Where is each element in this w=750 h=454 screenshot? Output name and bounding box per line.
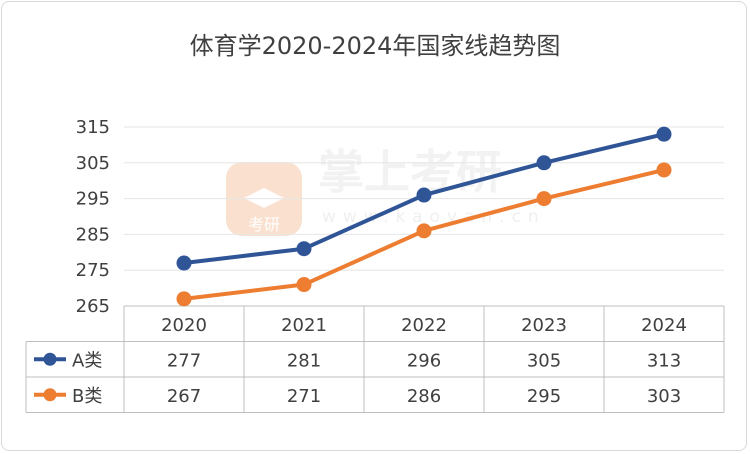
data-point xyxy=(296,277,312,293)
data-table: 2020 2021 2022 2023 2024 A类 277 281 296 305 313 B类 2… xyxy=(25,305,725,413)
y-tick-label: 305 xyxy=(76,153,110,174)
watermark-url: www.kaoyan.cn xyxy=(322,207,546,227)
data-point xyxy=(176,291,192,307)
x-tick-label: 2021 xyxy=(281,315,327,336)
data-table-value: 271 xyxy=(287,386,321,407)
data-table-value: 313 xyxy=(647,350,681,371)
data-table-value: 296 xyxy=(407,350,441,371)
data-point xyxy=(536,191,552,207)
data-table-value: 303 xyxy=(647,386,681,407)
legend-key-marker xyxy=(43,352,57,366)
data-table-value: 295 xyxy=(527,386,561,407)
x-tick-label: 2020 xyxy=(161,315,207,336)
data-point xyxy=(656,126,672,142)
y-tick-label: 285 xyxy=(76,224,110,245)
data-point xyxy=(176,255,192,271)
series-layer xyxy=(176,126,672,307)
watermark-logo-label: 考研 xyxy=(248,215,280,234)
data-table-value: 286 xyxy=(407,386,441,407)
data-point xyxy=(656,162,672,178)
y-tick-label: 265 xyxy=(76,296,110,317)
data-point xyxy=(296,241,312,257)
data-point xyxy=(416,223,432,239)
x-tick-label: 2023 xyxy=(521,315,567,336)
y-tick-label: 315 xyxy=(76,117,110,138)
x-tick-label: 2024 xyxy=(641,315,687,336)
chart-title: 体育学2020-2024年国家线趋势图 xyxy=(189,32,561,60)
x-tick-label: 2022 xyxy=(401,315,447,336)
watermark: 考研 掌上考研 www.kaoyan.cn xyxy=(226,145,546,236)
watermark-text: 掌上考研 xyxy=(318,145,502,199)
data-point xyxy=(536,155,552,171)
data-table-value: 277 xyxy=(167,350,201,371)
legend-label: A类 xyxy=(72,350,102,371)
data-table-value: 281 xyxy=(287,350,321,371)
data-table-value: 305 xyxy=(527,350,561,371)
legend-label: B类 xyxy=(72,386,102,407)
data-point xyxy=(416,187,432,203)
y-tick-label: 295 xyxy=(76,189,110,210)
y-axis: 265 275 285 295 305 315 xyxy=(76,117,110,317)
data-table-value: 267 xyxy=(167,386,201,407)
legend-key-marker xyxy=(43,388,57,402)
y-tick-label: 275 xyxy=(76,260,110,281)
